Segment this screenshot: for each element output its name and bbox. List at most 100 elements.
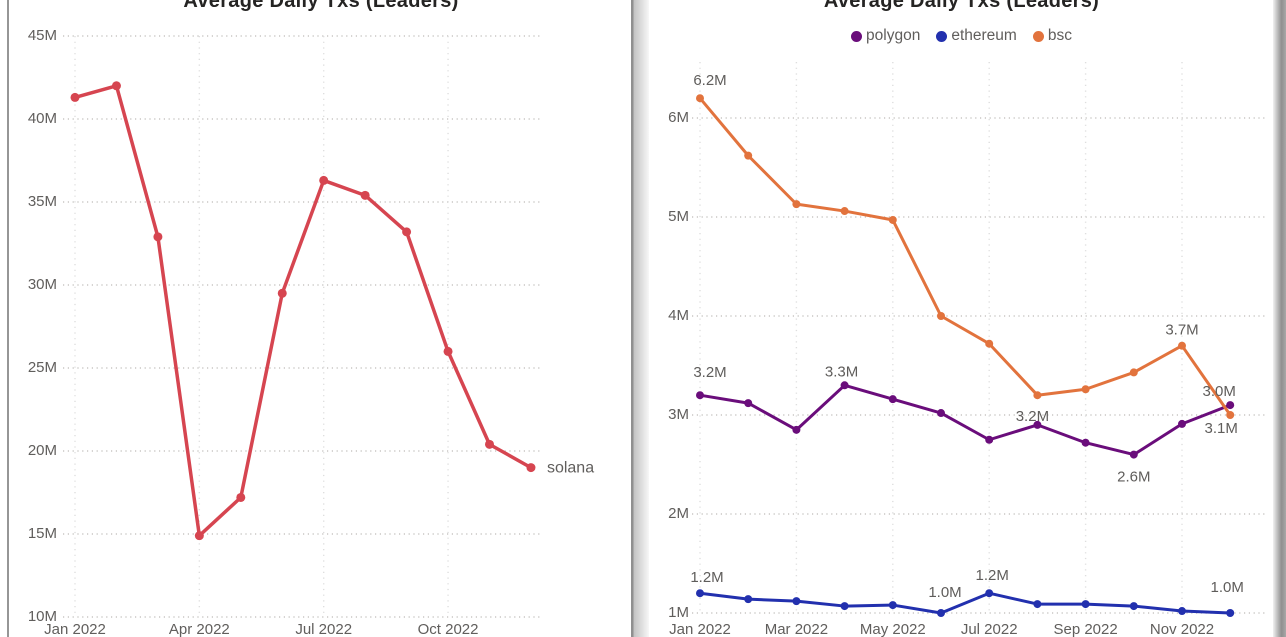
y-tick-label: 30M	[28, 276, 57, 293]
bsc-point-Oct 2022[interactable]	[1129, 368, 1138, 377]
polygon-point-Jun 2022[interactable]	[937, 409, 945, 418]
ethereum-point-Aug 2022[interactable]	[1033, 600, 1042, 609]
y-tick-label: 40M	[28, 110, 57, 127]
polygon-point-Sep 2022[interactable]	[1081, 438, 1090, 447]
polygon-point-May 2022[interactable]	[888, 395, 897, 404]
solana-point-Mar 2022[interactable]	[153, 232, 163, 242]
solana-line	[73, 84, 533, 538]
bsc-point-Sep 2022[interactable]	[1081, 385, 1090, 394]
polygon-legend-dot-icon	[851, 30, 863, 42]
polygon-data-label: 2.6M	[1117, 469, 1150, 486]
x-tick-label: Sep 2022	[1053, 621, 1117, 637]
y-tick-label: 1M	[668, 604, 689, 621]
ethereum-data-label: 1.2M	[976, 567, 1009, 584]
x-tick-label: Nov 2022	[1150, 621, 1214, 637]
ethereum-point-Apr 2022[interactable]	[840, 602, 849, 611]
bsc-point-Jun 2022[interactable]	[937, 312, 945, 320]
bsc-point-Jul 2022[interactable]	[985, 339, 994, 348]
y-tick-label: 20M	[28, 442, 57, 459]
x-tick-label: Mar 2022	[765, 621, 828, 637]
legend-item-bsc[interactable]: bsc	[1032, 27, 1072, 45]
polygon-point-Jul 2022[interactable]	[985, 435, 994, 444]
polygon-point-Nov 2022[interactable]	[1178, 419, 1186, 428]
y-tick-label: 2M	[668, 505, 689, 522]
legend-label: ethereum	[951, 27, 1017, 44]
legend-label: bsc	[1047, 27, 1072, 44]
polygon-point-Jan 2022[interactable]	[696, 391, 704, 400]
polygon-line	[698, 383, 1232, 457]
y-tick-label: 10M	[28, 608, 57, 625]
ethereum-point-Feb 2022[interactable]	[744, 595, 753, 604]
ethereum-legend-dot-icon	[936, 30, 948, 42]
bsc-point-Feb 2022[interactable]	[744, 151, 753, 160]
bsc-data-label: 6.2M	[693, 72, 726, 89]
x-tick-label: Jul 2022	[295, 621, 352, 637]
ethereum-point-May 2022[interactable]	[888, 601, 897, 610]
solana-series-label: solana	[547, 460, 594, 477]
x-tick-label: Jul 2022	[961, 621, 1018, 637]
solana-point-Jul 2022[interactable]	[319, 175, 329, 185]
ethereum-point-Oct 2022[interactable]	[1129, 602, 1138, 611]
chart-title: Average Daily Txs (Leaders)	[183, 0, 459, 12]
ethereum-point-Sep 2022[interactable]	[1081, 600, 1090, 609]
y-tick-label: 6M	[668, 109, 689, 126]
bsc-point-Apr 2022[interactable]	[840, 207, 849, 216]
solana-point-Aug 2022[interactable]	[360, 190, 370, 200]
polygon-point-Aug 2022[interactable]	[1033, 420, 1042, 429]
x-tick-label: May 2022	[860, 621, 926, 637]
polygon-point-Apr 2022[interactable]	[840, 381, 849, 390]
y-tick-label: 45M	[28, 27, 57, 44]
y-tick-label: 3M	[668, 406, 689, 423]
solana-point-Nov 2022[interactable]	[485, 439, 494, 449]
bsc-point-Nov 2022[interactable]	[1178, 341, 1186, 350]
ethereum-point-Nov 2022[interactable]	[1178, 607, 1186, 616]
ethereum-data-label: 1.0M	[928, 584, 961, 601]
ethereum-point-Jun 2022[interactable]	[937, 609, 945, 617]
solana-point-Jun 2022[interactable]	[277, 288, 287, 298]
solana-point-Sep 2022[interactable]	[402, 227, 412, 237]
bsc-point-Mar 2022[interactable]	[792, 200, 801, 209]
solana-point-Dec 2022[interactable]	[526, 463, 536, 473]
ethereum-line	[698, 591, 1232, 615]
legend-item-polygon[interactable]: polygon	[851, 27, 920, 45]
bsc-data-label: 3.0M	[1203, 383, 1236, 400]
ethereum-point-Mar 2022[interactable]	[792, 597, 801, 606]
ethereum-point-Jan 2022[interactable]	[696, 589, 704, 598]
y-tick-label: 4M	[668, 307, 689, 324]
solana-point-May 2022[interactable]	[236, 492, 246, 502]
solana-point-Apr 2022[interactable]	[194, 531, 204, 541]
polygon-point-Dec 2022[interactable]	[1226, 401, 1235, 410]
solana-chart-panel: Average Daily Txs (Leaders) 45M 40M 35M 30M…	[7, 0, 633, 637]
polygon-point-Mar 2022[interactable]	[792, 425, 801, 434]
bsc-data-label: 3.2M	[1016, 408, 1049, 425]
bsc-point-Dec 2022[interactable]	[1226, 411, 1235, 419]
panel-divider	[631, 0, 649, 637]
polygon-point-Oct 2022[interactable]	[1129, 450, 1138, 459]
bsc-line	[698, 96, 1232, 417]
x-tick-label: Jan 2022	[669, 621, 731, 637]
chart-legend: polygon ethereum bsc	[649, 27, 1274, 45]
solana-point-Feb 2022[interactable]	[111, 81, 121, 91]
polygon-point-Feb 2022[interactable]	[744, 399, 753, 408]
legend-label: polygon	[866, 27, 921, 44]
ethereum-data-label: 1.2M	[690, 569, 723, 586]
ethereum-point-Dec 2022[interactable]	[1226, 609, 1235, 617]
y-tick-label: 5M	[668, 208, 689, 225]
x-tick-label: Oct 2022	[418, 621, 479, 637]
solana-point-Oct 2022[interactable]	[443, 346, 453, 356]
ethereum-data-label: 1.0M	[1211, 579, 1244, 596]
x-tick-label: Apr 2022	[169, 621, 230, 637]
legend-item-ethereum[interactable]: ethereum	[936, 27, 1017, 45]
x-tick-label: Jan 2022	[44, 621, 106, 637]
y-tick-label: 25M	[28, 359, 57, 376]
bsc-legend-dot-icon	[1032, 30, 1044, 42]
leaders-chart-panel: Average Daily Txs (Leaders) polygon ether…	[649, 0, 1274, 637]
bsc-point-Aug 2022[interactable]	[1033, 391, 1042, 400]
polygon-data-label: 3.3M	[825, 363, 858, 380]
bsc-point-May 2022[interactable]	[888, 215, 897, 224]
ethereum-point-Jul 2022[interactable]	[985, 589, 994, 598]
bsc-point-Jan 2022[interactable]	[696, 94, 704, 103]
solana-point-Jan 2022[interactable]	[70, 92, 80, 102]
